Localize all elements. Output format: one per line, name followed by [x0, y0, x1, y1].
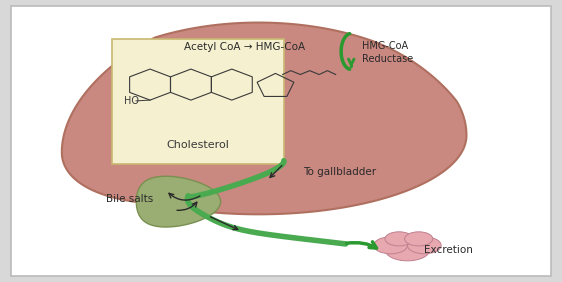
Text: To gallbladder: To gallbladder	[303, 167, 377, 177]
Text: HMG-CoA
Reductase: HMG-CoA Reductase	[362, 41, 414, 64]
FancyArrowPatch shape	[270, 166, 282, 177]
Circle shape	[407, 237, 441, 254]
FancyArrowPatch shape	[347, 242, 377, 248]
FancyArrowPatch shape	[169, 193, 200, 200]
FancyArrowPatch shape	[210, 217, 238, 230]
Circle shape	[374, 237, 407, 254]
Text: Acetyl CoA → HMG-CoA: Acetyl CoA → HMG-CoA	[184, 41, 305, 52]
Text: Excretion: Excretion	[424, 244, 473, 255]
Circle shape	[405, 232, 433, 246]
Text: HO: HO	[124, 96, 139, 106]
FancyArrowPatch shape	[348, 59, 354, 66]
Text: Cholesterol: Cholesterol	[167, 140, 229, 150]
Polygon shape	[62, 23, 466, 214]
Circle shape	[385, 232, 413, 246]
FancyBboxPatch shape	[112, 39, 284, 164]
Text: Bile salts: Bile salts	[106, 194, 153, 204]
Circle shape	[385, 238, 430, 261]
FancyBboxPatch shape	[11, 6, 551, 276]
Polygon shape	[137, 176, 220, 227]
FancyArrowPatch shape	[177, 202, 197, 210]
